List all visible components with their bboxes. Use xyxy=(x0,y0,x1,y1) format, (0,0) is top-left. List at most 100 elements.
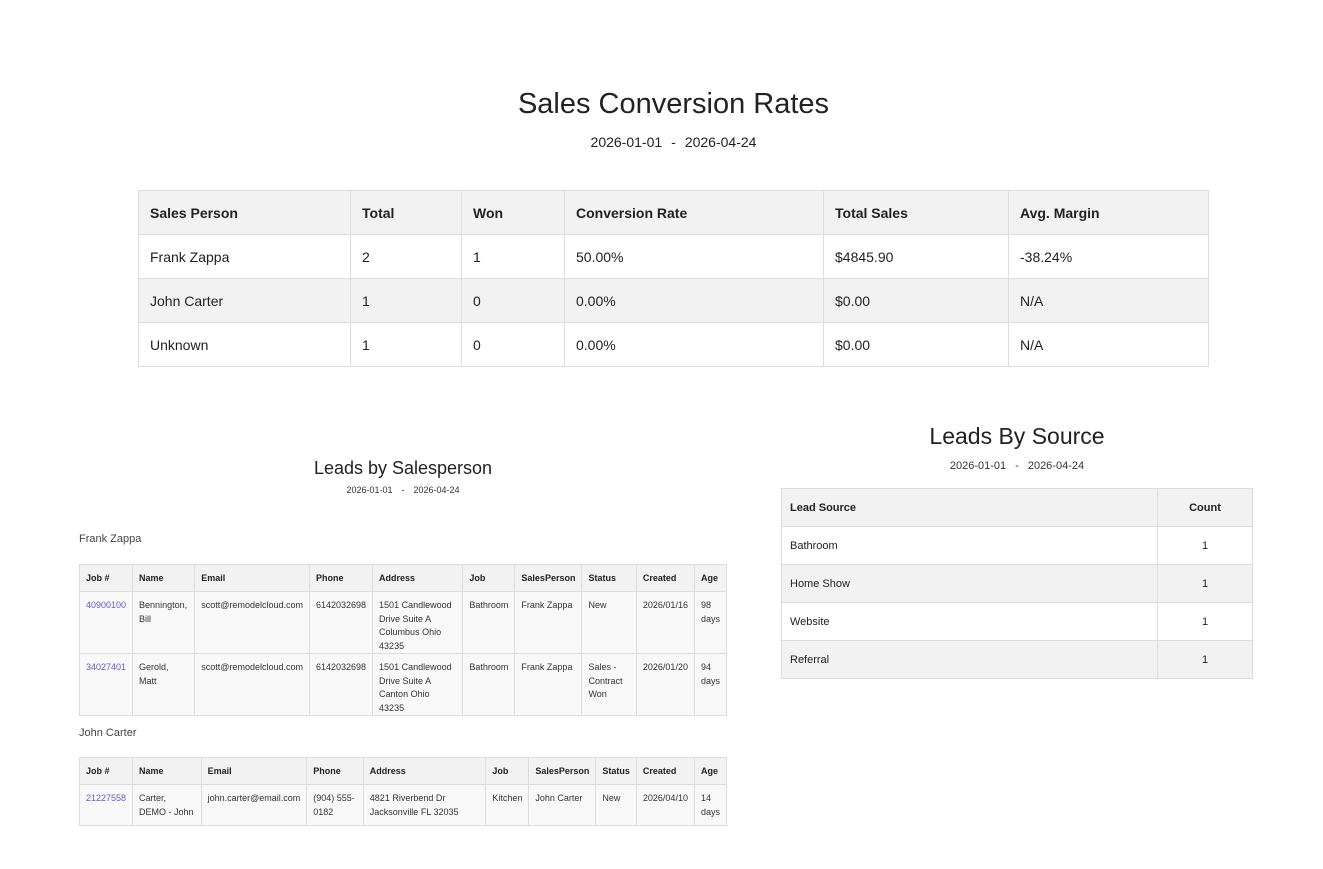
table-cell: Referral xyxy=(781,640,1158,679)
table-cell: 2026/01/16 xyxy=(635,591,695,654)
table-cell: New xyxy=(581,591,637,654)
table-cell: N/A xyxy=(1008,322,1209,367)
table-cell: 0 xyxy=(461,278,565,323)
column-header: Created xyxy=(635,757,695,785)
table-cell: 6142032698 xyxy=(308,653,374,716)
column-header: Created xyxy=(635,564,695,592)
column-header: Total Sales xyxy=(823,190,1009,235)
table-cell: 2 xyxy=(350,234,462,279)
table-cell: Bathroom xyxy=(781,526,1158,565)
column-header: Name xyxy=(132,564,196,592)
leads-table: Job # Name Email Phone Address Job Sales… xyxy=(78,564,728,716)
table-cell: 0 xyxy=(461,322,565,367)
table-header-row: Sales Person Total Won Conversion Rate T… xyxy=(138,190,1209,235)
date-separator: - xyxy=(401,485,405,495)
column-header: Won xyxy=(461,190,565,235)
table-cell: Frank Zappa xyxy=(514,591,583,654)
table-cell: Gerold, Matt xyxy=(132,653,196,716)
column-header: Conversion Rate xyxy=(564,190,824,235)
table-cell: 1 xyxy=(1157,526,1253,565)
table-row: 34027401 Gerold, Matt scott@remodelcloud… xyxy=(78,653,728,716)
table-cell: N/A xyxy=(1008,278,1209,323)
column-header: Lead Source xyxy=(781,488,1158,527)
table-cell: Carter, DEMO - John xyxy=(132,784,202,826)
table-row: 40900100 Bennington, Bill scott@remodelc… xyxy=(78,591,728,654)
table-cell: Unknown xyxy=(138,322,351,367)
table-row: Referral 1 xyxy=(781,640,1253,679)
leads-by-source-title: Leads By Source xyxy=(929,423,1105,449)
table-cell: 2026/04/10 xyxy=(635,784,695,826)
table-cell: john.carter@email.com xyxy=(200,784,308,826)
table-header-row: Lead Source Count xyxy=(781,488,1253,527)
job-number-link[interactable]: 21227558 xyxy=(86,793,127,803)
leads-by-salesperson-date-range: 2026-01-01-2026-04-24 xyxy=(79,485,727,495)
job-number-link[interactable]: 34027401 xyxy=(86,662,127,672)
table-cell: Bathroom xyxy=(462,653,516,716)
column-header: Phone xyxy=(308,564,374,592)
table-cell: 2026/01/20 xyxy=(635,653,695,716)
conversion-table: Sales Person Total Won Conversion Rate T… xyxy=(138,190,1209,367)
column-header: Avg. Margin xyxy=(1008,190,1209,235)
column-header: SalesPerson xyxy=(528,757,597,785)
column-header: Job # xyxy=(78,757,134,785)
leads-by-source-date-range: 2026-01-01-2026-04-24 xyxy=(781,460,1253,472)
column-header: Job xyxy=(485,757,530,785)
table-row: Bathroom 1 xyxy=(781,526,1253,565)
column-header: Total xyxy=(350,190,462,235)
date-to: 2026-04-24 xyxy=(684,134,757,150)
column-header: Address xyxy=(372,564,464,592)
date-separator: - xyxy=(671,134,676,150)
column-header: Address xyxy=(362,757,487,785)
salesperson-group-name: Frank Zappa xyxy=(79,533,142,545)
table-row: Website 1 xyxy=(781,602,1253,641)
table-cell: Website xyxy=(781,602,1158,641)
table-cell: 1501 Candlewood Drive Suite A Canton Ohi… xyxy=(372,653,464,716)
table-cell: 0.00% xyxy=(564,322,824,367)
table-cell: 14 days xyxy=(693,784,728,826)
table-cell: Kitchen xyxy=(485,784,530,826)
table-cell: 0.00% xyxy=(564,278,824,323)
column-header: Age xyxy=(693,757,728,785)
table-cell: 40900100 xyxy=(78,591,134,654)
table-cell: 98 days xyxy=(693,591,728,654)
table-row: Home Show 1 xyxy=(781,564,1253,603)
table-cell: John Carter xyxy=(138,278,351,323)
column-header: Name xyxy=(132,757,202,785)
column-header: Status xyxy=(581,564,637,592)
column-header: SalesPerson xyxy=(514,564,583,592)
date-to: 2026-04-24 xyxy=(1027,460,1085,472)
table-cell: 4821 Riverbend Dr Jacksonville FL 32035 xyxy=(362,784,487,826)
table-row: Unknown 1 0 0.00% $0.00 N/A xyxy=(138,322,1209,367)
table-cell: $0.00 xyxy=(823,322,1009,367)
column-header: Job xyxy=(462,564,516,592)
salesperson-group-name: John Carter xyxy=(79,727,137,739)
table-cell: scott@remodelcloud.com xyxy=(194,653,310,716)
table-cell: Frank Zappa xyxy=(138,234,351,279)
table-cell: 1 xyxy=(1157,564,1253,603)
column-header: Age xyxy=(693,564,728,592)
table-cell: Home Show xyxy=(781,564,1158,603)
date-separator: - xyxy=(1015,460,1019,472)
column-header: Email xyxy=(200,757,308,785)
table-cell: Frank Zappa xyxy=(514,653,583,716)
conversion-date-range: 2026-01-01-2026-04-24 xyxy=(0,134,1323,150)
leads-table: Job # Name Email Phone Address Job Sales… xyxy=(78,757,728,826)
column-header: Phone xyxy=(306,757,364,785)
table-cell: John Carter xyxy=(528,784,597,826)
table-cell: Sales - Contract Won xyxy=(581,653,637,716)
table-cell: $0.00 xyxy=(823,278,1009,323)
date-from: 2026-01-01 xyxy=(590,134,663,150)
table-cell: 1 xyxy=(1157,602,1253,641)
table-cell: 34027401 xyxy=(78,653,134,716)
table-cell: 1 xyxy=(461,234,565,279)
table-cell: New xyxy=(595,784,637,826)
table-cell: Bathroom xyxy=(462,591,516,654)
date-from: 2026-01-01 xyxy=(949,460,1007,472)
page-title: Sales Conversion Rates xyxy=(517,88,830,120)
table-cell: 94 days xyxy=(693,653,728,716)
table-cell: scott@remodelcloud.com xyxy=(194,591,310,654)
column-header: Job # xyxy=(78,564,134,592)
leads-by-source-table: Lead Source Count Bathroom 1 Home Show 1… xyxy=(781,488,1253,679)
table-cell: 21227558 xyxy=(78,784,134,826)
job-number-link[interactable]: 40900100 xyxy=(86,600,127,610)
